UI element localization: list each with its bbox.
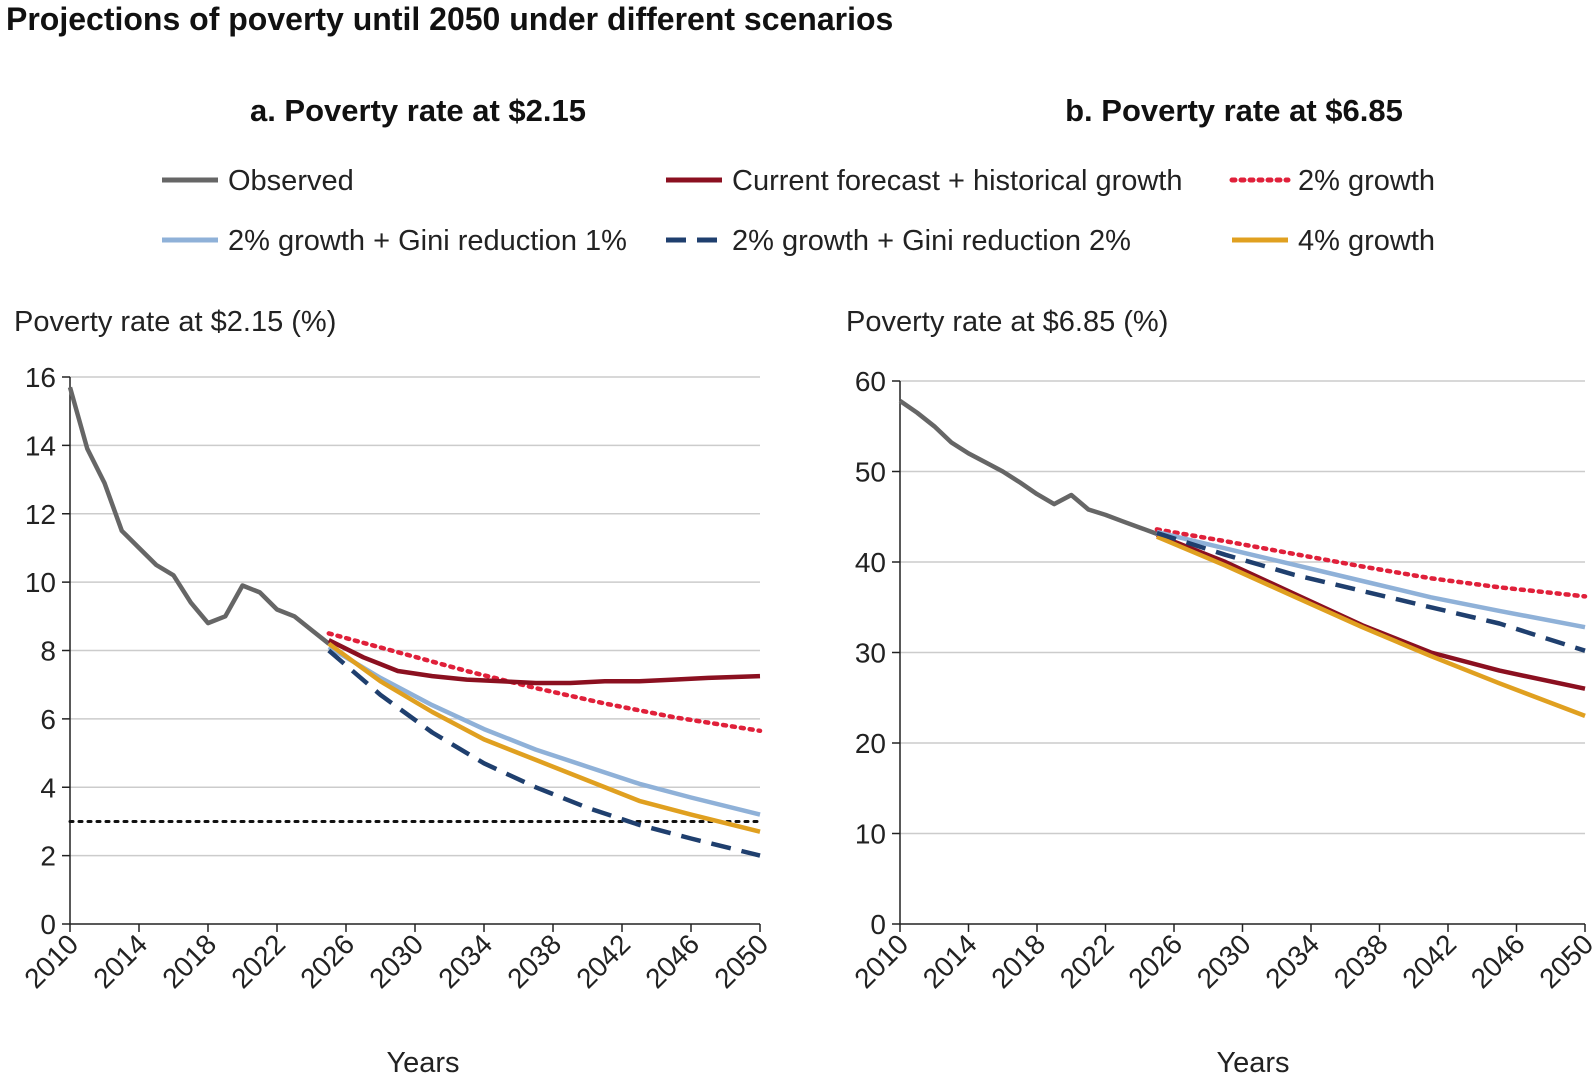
legend-item-observed: Observed <box>162 165 354 197</box>
panel-b-x-axis-label: Years <box>1216 1047 1289 1079</box>
panel-a-y-tick-label: 12 <box>25 499 56 530</box>
panel-b-x-tick-label: 2030 <box>1191 928 1257 994</box>
legend-label-g2: 2% growth <box>1298 165 1435 197</box>
panel-a-y-axis-label: Poverty rate at $2.15 (%) <box>14 306 336 338</box>
legend-label-gini2: 2% growth + Gini reduction 2% <box>732 225 1131 257</box>
panel-b-y-tick-label: 50 <box>855 457 886 488</box>
panel-a-x-tick-label: 2046 <box>639 928 705 994</box>
panel-b-y-tick-label: 30 <box>855 638 886 669</box>
panel-b-y-tick-label: 20 <box>855 728 886 759</box>
panel-a-series-gini2 <box>327 648 761 858</box>
panel-b-series-g2 <box>1154 527 1588 599</box>
legend: Observed Current forecast + historical gr… <box>162 165 1435 257</box>
legend-item-gini2: 2% growth + Gini reduction 2% <box>666 225 1131 257</box>
panel-b-series-current <box>1156 532 1586 691</box>
legend-item-current: Current forecast + historical growth <box>666 165 1183 197</box>
panel-a-x-tick-label: 2014 <box>87 928 153 994</box>
panel-a-y-tick-label: 16 <box>25 362 56 393</box>
panel-a-series-current <box>327 638 761 686</box>
panel-b-x-tick-label: 2050 <box>1533 928 1595 994</box>
panel-b-x-tick-label: 2010 <box>848 928 914 994</box>
panel-b-series-gini2 <box>1156 530 1586 653</box>
legend-label-gini1: 2% growth + Gini reduction 1% <box>228 225 627 257</box>
panel-b-y-axis-label: Poverty rate at $6.85 (%) <box>846 306 1168 338</box>
panel-a-x-tick-label: 2038 <box>501 928 567 994</box>
panel-b-x-tick-label: 2042 <box>1396 928 1462 994</box>
panel-b-series-g4 <box>1156 534 1586 719</box>
panel-a-x-tick-label: 2022 <box>225 928 291 994</box>
panel-a-y-tick-label: 0 <box>40 909 56 940</box>
panel-a-y-tick-label: 10 <box>25 567 56 598</box>
panel-b-x-tick-label: 2026 <box>1122 928 1188 994</box>
panel-a-y-tick-label: 4 <box>40 772 56 803</box>
panel-a-series-g4 <box>327 641 761 834</box>
panel-a-x-tick-label: 2034 <box>432 928 498 994</box>
panel-b-series-gini1 <box>1156 529 1586 630</box>
panel-b-y-tick-label: 10 <box>855 819 886 850</box>
panel-a-x-tick-label: 2018 <box>156 928 222 994</box>
panel-a-y-tick-label: 6 <box>40 704 56 735</box>
panel-a-x-tick-label: 2010 <box>18 928 84 994</box>
panel-b-y-tick-label: 0 <box>870 909 886 940</box>
panel-a-title: a. Poverty rate at $2.15 <box>250 93 586 128</box>
panel-b-x-tick-label: 2034 <box>1259 928 1325 994</box>
panel-b-x-tick-label: 2018 <box>985 928 1051 994</box>
panel-a-x-tick-label: 2050 <box>708 928 774 994</box>
legend-item-g2: 2% growth <box>1229 165 1435 197</box>
panel-b-series-observed <box>898 399 1158 537</box>
figure-title: Projections of poverty until 2050 under … <box>6 1 893 37</box>
panel-a-y-tick-label: 8 <box>40 636 56 667</box>
panel-a-x-tick-label: 2042 <box>570 928 636 994</box>
panel-b-title: b. Poverty rate at $6.85 <box>1065 93 1403 128</box>
panel-a-y-tick-label: 14 <box>25 430 56 461</box>
legend-label-observed: Observed <box>228 165 354 197</box>
panel-a-x-tick-label: 2030 <box>363 928 429 994</box>
panel-a-x-tick-label: 2026 <box>294 928 360 994</box>
panel-a-series-g2 <box>326 631 763 734</box>
panel-b-x-tick-label: 2046 <box>1465 928 1531 994</box>
panel-a-series-gini1 <box>327 645 761 817</box>
panel-b-y-tick-label: 60 <box>855 366 886 397</box>
legend-label-current: Current forecast + historical growth <box>732 165 1183 197</box>
panel-a-y-tick-label: 2 <box>40 841 56 872</box>
panel-a-series-observed <box>67 386 331 646</box>
panel-b-x-tick-label: 2014 <box>917 928 983 994</box>
legend-item-gini1: 2% growth + Gini reduction 1% <box>162 225 627 257</box>
legend-item-g4: 4% growth <box>1232 225 1435 257</box>
panel-a-x-axis-label: Years <box>386 1047 459 1079</box>
panel-b-x-tick-label: 2022 <box>1054 928 1120 994</box>
legend-label-g4: 4% growth <box>1298 225 1435 257</box>
panel-b-y-tick-label: 40 <box>855 547 886 578</box>
panel-b-x-tick-label: 2038 <box>1328 928 1394 994</box>
